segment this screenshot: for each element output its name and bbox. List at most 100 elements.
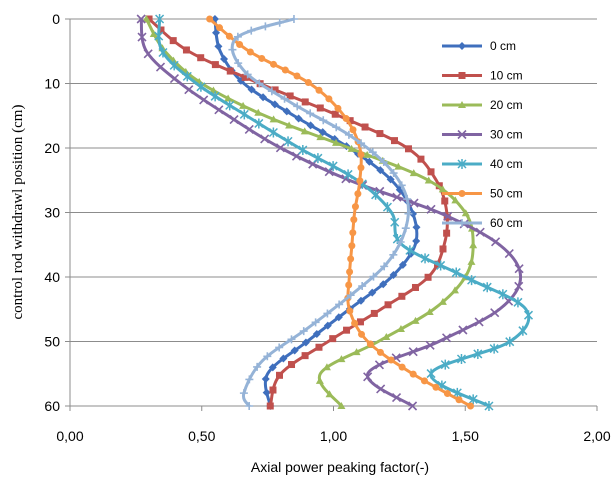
data-point <box>398 260 407 269</box>
data-point <box>409 370 417 378</box>
data-point <box>404 145 412 153</box>
data-point <box>389 169 398 178</box>
data-point <box>247 26 256 35</box>
data-point <box>182 46 190 54</box>
data-point <box>357 151 365 159</box>
data-point <box>404 209 413 218</box>
data-point <box>225 32 233 40</box>
y-tick-label: 10 <box>44 76 60 92</box>
legend-item: 30 cm <box>442 128 523 142</box>
data-point <box>363 150 372 158</box>
data-point <box>239 101 248 109</box>
data-point <box>311 318 320 327</box>
data-point <box>259 93 268 102</box>
data-point <box>347 144 356 152</box>
data-point <box>455 396 463 404</box>
series-line <box>139 18 523 408</box>
data-point <box>438 185 447 193</box>
legend-marker <box>457 159 467 169</box>
data-point <box>491 237 501 247</box>
data-point <box>215 24 223 32</box>
data-point <box>337 355 346 363</box>
data-point <box>210 91 220 102</box>
data-point <box>149 29 158 37</box>
data-point <box>346 117 354 125</box>
data-point <box>246 48 254 56</box>
data-point <box>368 148 377 157</box>
data-point <box>301 352 309 360</box>
y-tick-label: 60 <box>44 398 60 414</box>
data-point <box>281 66 289 74</box>
legend-label: 0 cm <box>490 39 516 53</box>
data-point <box>184 85 194 95</box>
data-point <box>211 61 219 69</box>
data-point <box>398 363 406 371</box>
data-point <box>405 245 415 256</box>
data-point <box>286 92 294 100</box>
data-point <box>275 18 284 27</box>
data-point <box>254 108 263 116</box>
data-point <box>350 216 358 224</box>
data-point <box>390 137 398 145</box>
data-point <box>283 136 293 147</box>
data-point <box>427 168 435 176</box>
data-point <box>382 333 391 341</box>
x-tick-label: 1,50 <box>452 428 479 444</box>
data-point <box>389 271 398 280</box>
x-axis-label: Axial power peaking factor(-) <box>251 459 429 475</box>
data-point <box>136 14 146 24</box>
data-point <box>376 384 386 394</box>
data-point <box>467 402 475 410</box>
data-point <box>473 348 483 359</box>
data-point <box>441 197 449 205</box>
series-40-cm <box>154 14 534 411</box>
data-point <box>298 145 308 156</box>
data-point <box>401 224 410 233</box>
legend-item: 20 cm <box>442 98 523 112</box>
data-point <box>301 338 310 347</box>
data-point <box>245 402 254 410</box>
data-point <box>199 95 209 105</box>
data-point <box>408 347 418 357</box>
data-point <box>357 164 365 172</box>
data-point <box>337 402 346 409</box>
data-point <box>425 308 434 316</box>
data-point <box>489 343 499 354</box>
series-60-cm <box>228 15 413 410</box>
legend-marker <box>457 129 467 140</box>
x-axis: 0,00 0,50 1,00 1,50 2,00 <box>56 406 611 444</box>
data-point <box>379 280 388 289</box>
data-point <box>443 211 453 221</box>
data-point <box>214 42 223 51</box>
data-point <box>351 319 359 327</box>
data-point <box>425 340 435 350</box>
y-axis: 0 10 20 30 40 50 60 <box>44 11 71 414</box>
data-point <box>432 383 440 391</box>
data-point <box>233 32 242 41</box>
data-point <box>343 169 353 180</box>
data-point <box>345 281 353 289</box>
series-line <box>157 18 531 408</box>
data-point <box>293 102 302 111</box>
data-point <box>335 300 344 309</box>
data-point <box>458 325 468 335</box>
data-point <box>229 115 239 125</box>
data-point <box>323 321 332 330</box>
data-point <box>424 273 432 281</box>
data-point <box>319 116 328 125</box>
data-point <box>358 330 366 338</box>
data-point <box>157 26 165 34</box>
x-tick-label: 1,00 <box>320 428 347 444</box>
data-point <box>334 104 342 112</box>
data-point <box>255 79 264 88</box>
data-point <box>315 86 323 94</box>
data-point <box>280 94 289 103</box>
data-point <box>325 95 333 103</box>
data-point <box>244 124 254 134</box>
legend-label: 40 cm <box>490 157 523 171</box>
data-point <box>469 241 478 249</box>
data-point <box>142 15 151 22</box>
data-point <box>351 203 359 211</box>
data-point <box>343 326 351 334</box>
